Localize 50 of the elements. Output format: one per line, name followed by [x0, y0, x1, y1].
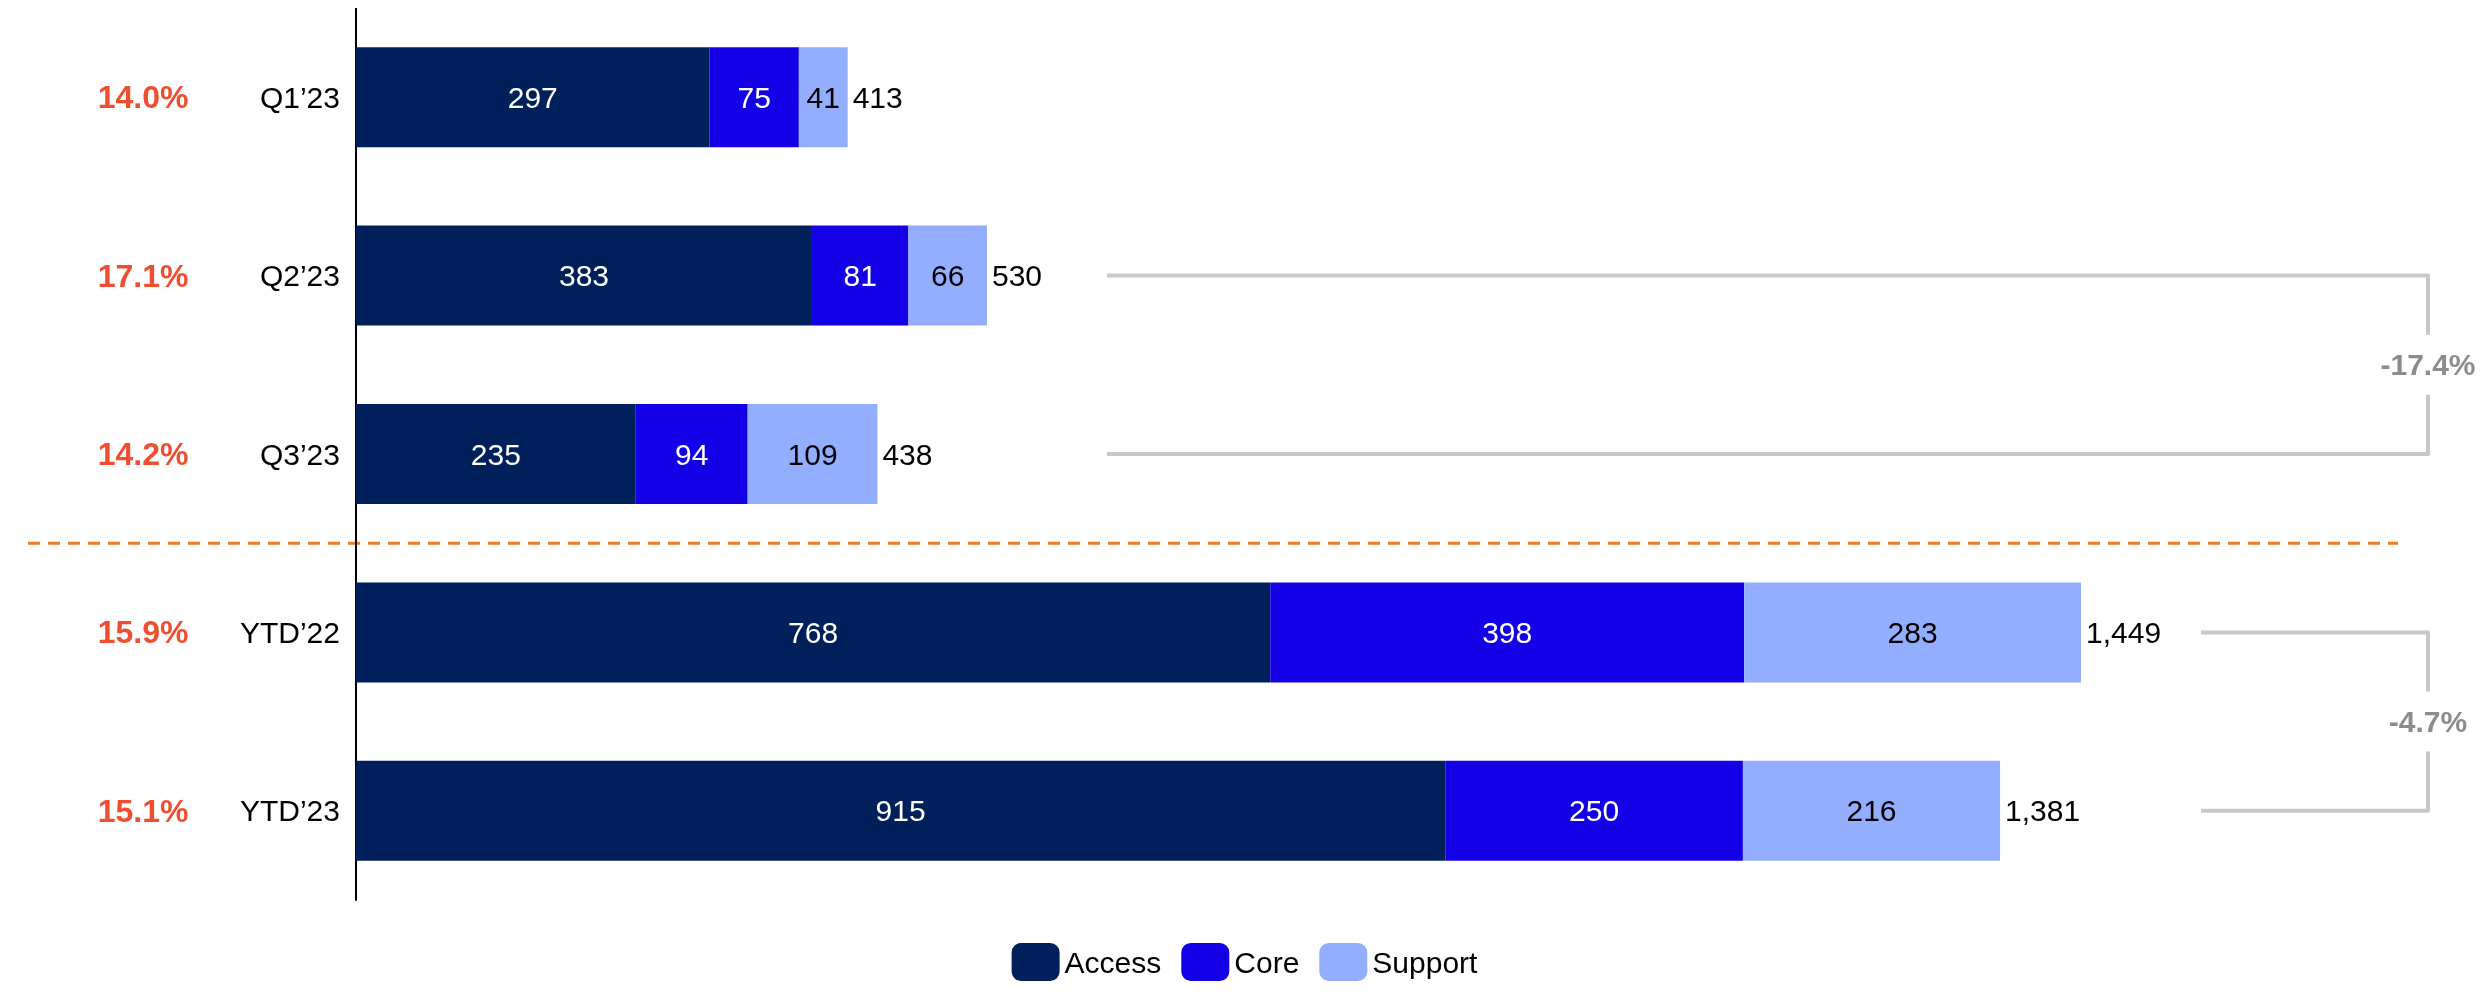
data-label: 250 [1569, 794, 1620, 828]
data-label: 383 [558, 259, 610, 293]
data-label: 94 [675, 437, 709, 471]
text: 15.1% [97, 792, 189, 829]
total-label: 1,381 [2005, 794, 2081, 828]
bar [356, 47, 710, 148]
bar [1742, 760, 2001, 861]
y-tick-label: Q2’23 [259, 259, 340, 293]
bar [635, 404, 748, 504]
bar [747, 404, 878, 504]
legend-label: Core [1234, 945, 1300, 979]
data-label: 41 [806, 80, 840, 114]
legend-label: Access [1064, 945, 1162, 979]
bar [1270, 582, 1745, 683]
y-tick-label: YTD’23 [239, 794, 340, 828]
text: -17.4% [2380, 348, 2476, 382]
data-label: 81 [843, 259, 877, 293]
text: 14.0% [97, 79, 189, 116]
bar [356, 225, 812, 326]
bar [1445, 760, 1743, 861]
bar [709, 47, 799, 148]
data-label: 235 [470, 437, 521, 471]
total-label: 1,449 [2086, 615, 2162, 649]
data-label: 109 [787, 437, 838, 471]
legend-label: Support [1372, 945, 1479, 979]
bar [356, 760, 1446, 861]
bar [908, 225, 987, 326]
y-tick-label: YTD’22 [239, 615, 340, 649]
data-label: 398 [1482, 615, 1533, 649]
data-label: 66 [930, 259, 965, 293]
bar [356, 404, 636, 504]
bar [1744, 582, 2081, 683]
total-label: 413 [852, 80, 903, 114]
y-tick-label: Q3’23 [259, 437, 340, 471]
data-label: 216 [1846, 794, 1897, 828]
bar [356, 582, 1271, 683]
data-label: 297 [507, 80, 558, 114]
bar [811, 225, 909, 326]
data-label: 915 [875, 794, 926, 828]
text: 17.1% [97, 257, 189, 294]
text: -4.7% [2388, 705, 2468, 739]
data-label: 768 [788, 615, 839, 649]
y-tick-label: Q1’23 [259, 80, 340, 114]
text: 15.9% [97, 614, 189, 651]
data-label: 283 [1887, 615, 1938, 649]
total-label: 530 [991, 259, 1043, 293]
data-label: 75 [737, 80, 771, 114]
total-label: 438 [882, 437, 933, 471]
bar [798, 47, 848, 148]
text: 14.2% [97, 436, 189, 472]
